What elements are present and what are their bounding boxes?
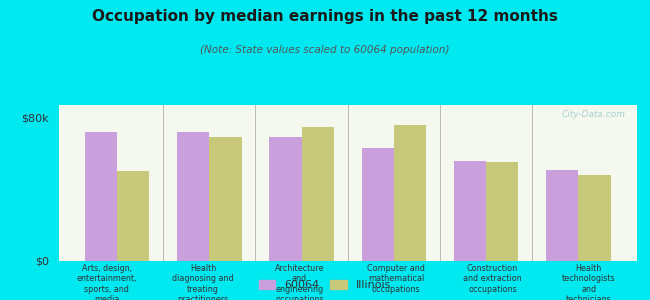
Bar — [84, 132, 117, 261]
Bar — [486, 162, 519, 261]
Bar — [454, 160, 486, 261]
Text: (Note: State values scaled to 60064 population): (Note: State values scaled to 60064 popu… — [200, 45, 450, 55]
Bar — [546, 169, 578, 261]
Bar — [209, 137, 242, 261]
Legend: 60064, Illinois: 60064, Illinois — [254, 275, 396, 294]
Text: Arts, design,
entertainment,
sports, and
media
occupations: Arts, design, entertainment, sports, and… — [77, 264, 137, 300]
Text: Construction
and extraction
occupations: Construction and extraction occupations — [463, 264, 522, 294]
Bar — [177, 132, 209, 261]
Bar — [394, 125, 426, 261]
Bar — [361, 148, 394, 261]
Text: Health
technologists
and
technicians: Health technologists and technicians — [562, 264, 616, 300]
Text: Health
diagnosing and
treating
practitioners
and other
technical
occupations: Health diagnosing and treating practitio… — [172, 264, 234, 300]
Bar — [269, 137, 302, 261]
Bar — [117, 171, 150, 261]
Bar — [578, 175, 611, 261]
Text: Occupation by median earnings in the past 12 months: Occupation by median earnings in the pas… — [92, 9, 558, 24]
Text: Architecture
and
engineering
occupations: Architecture and engineering occupations — [275, 264, 324, 300]
Bar — [302, 127, 334, 261]
Text: Computer and
mathematical
occupations: Computer and mathematical occupations — [367, 264, 425, 294]
Text: City-Data.com: City-Data.com — [562, 110, 625, 119]
